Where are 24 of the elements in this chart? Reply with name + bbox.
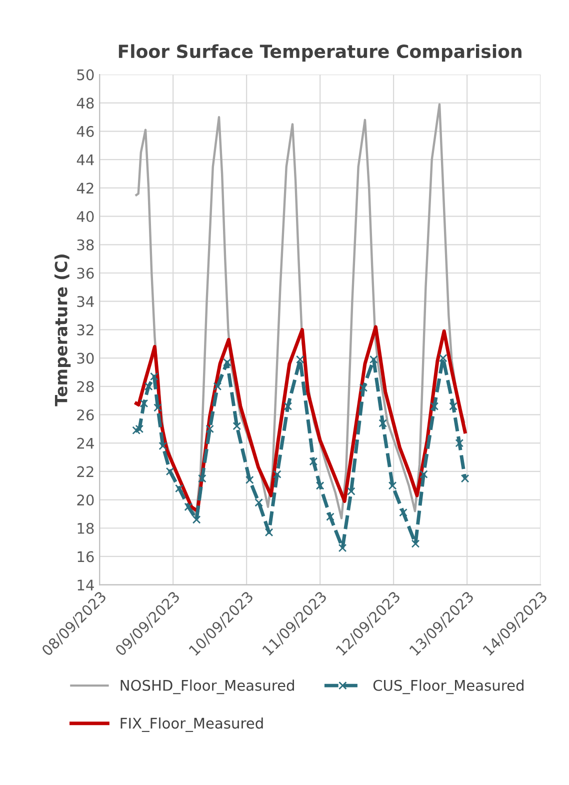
y-tick-label: 50 [77,69,94,80]
legend-label: NOSHD_Floor_Measured [120,680,294,694]
legend-label: CUS_Floor_Measured [373,680,524,694]
y-tick-label: 46 [76,126,94,138]
y-tick-label: 16 [78,551,94,562]
y-tick-label: 34 [77,296,94,308]
y-tick-label: 28 [77,381,94,392]
y-tick-label: 48 [76,98,94,109]
y-tick-label: 36 [77,268,94,279]
y-tick-label: 22 [77,466,94,477]
y-axis-title: Temperature (C) [54,254,71,406]
y-tick-label: 32 [77,324,94,336]
y-tick-label: 14 [78,580,94,590]
y-tick-label: 42 [76,182,94,194]
chart-title: Floor Surface Temperature Comparision [118,44,522,62]
y-tick-label: 18 [78,522,94,534]
y-tick-label: 38 [77,239,94,250]
legend-label: FIX_Floor_Measured [120,717,263,732]
y-tick-label: 24 [77,438,94,449]
y-tick-label: 20 [77,494,94,506]
y-tick-label: 44 [76,154,94,166]
y-tick-label: 26 [77,409,94,420]
y-tick-label: 30 [77,352,94,364]
y-tick-label: 40 [76,211,94,222]
